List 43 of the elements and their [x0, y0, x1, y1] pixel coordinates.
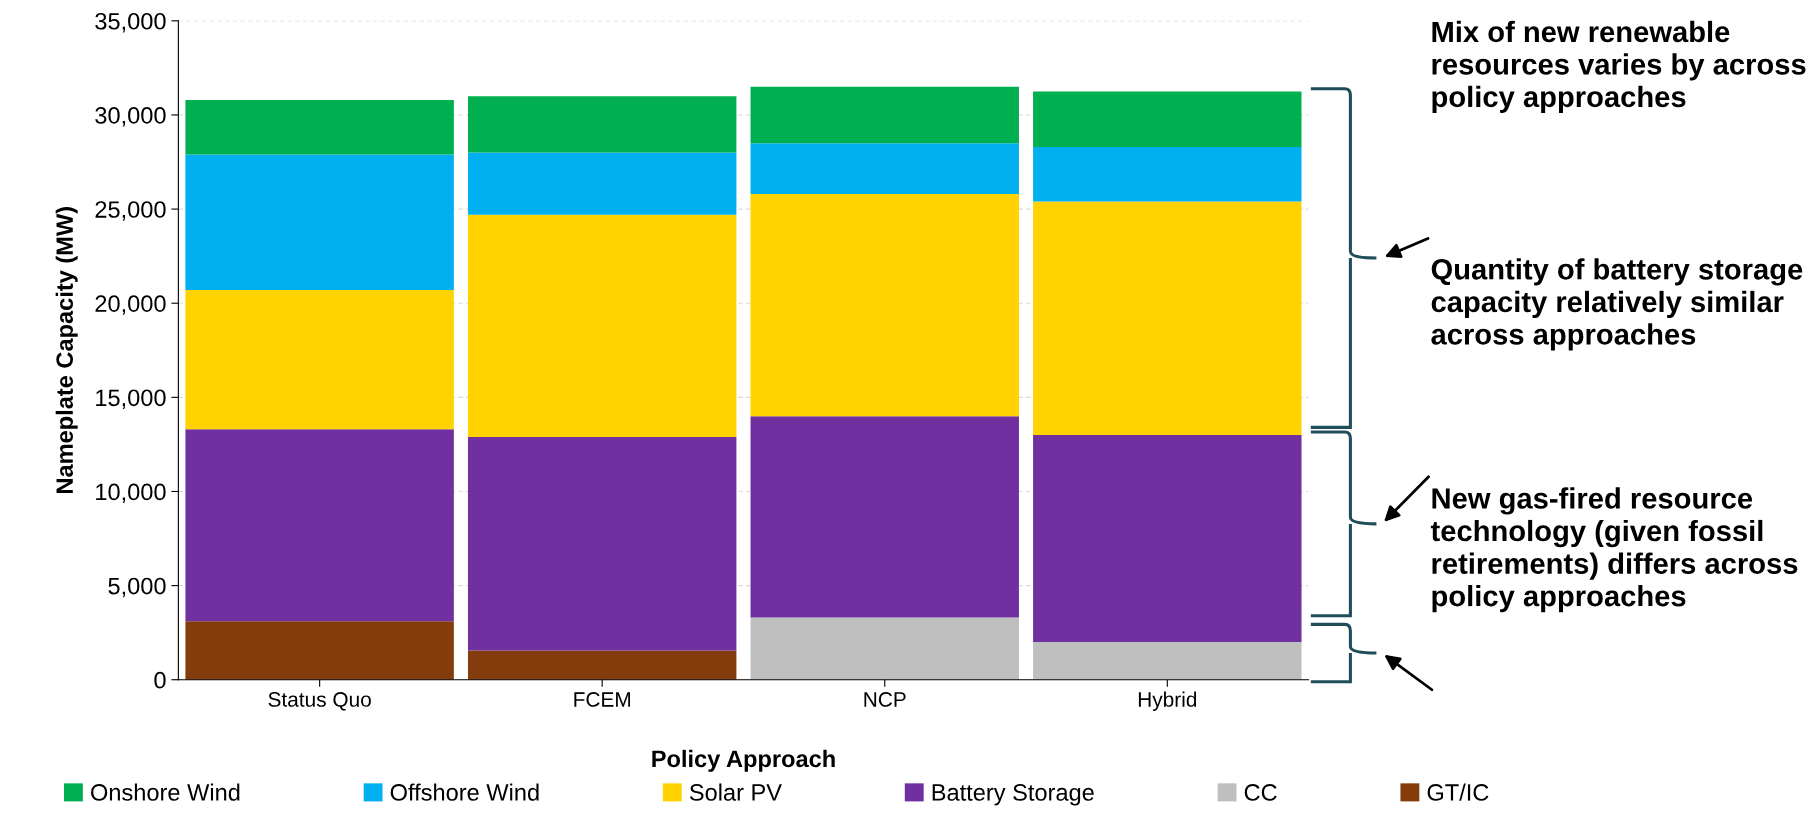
- bar: [1033, 434, 1302, 643]
- y-tick-label: 25,000: [95, 201, 166, 221]
- y-tick-label: 30,000: [95, 107, 166, 127]
- y-tick-label: 5,000: [108, 577, 166, 598]
- legend-label: Solar PV: [689, 783, 782, 801]
- legend-label: GT/IC: [1427, 783, 1489, 801]
- bar: [1033, 91, 1302, 147]
- x-axis-title: Policy Approach: [652, 749, 835, 772]
- bar: [467, 436, 737, 651]
- legend-label: Onshore Wind: [91, 783, 240, 801]
- y-tick-label: 10,000: [96, 483, 166, 504]
- legend-label: Battery Storage: [932, 784, 1094, 806]
- bar: [1033, 642, 1302, 680]
- x-tick-label: NCP: [864, 692, 906, 707]
- x-tick-label: Hybrid: [1138, 691, 1197, 711]
- bar: [750, 86, 1019, 144]
- y-tick-label: 15,000: [96, 389, 166, 409]
- bar: [1033, 146, 1302, 202]
- bar: [467, 650, 737, 680]
- text: Mix of new renewable resources varies by across policy approaches: [1432, 20, 1806, 113]
- bar: [750, 416, 1019, 618]
- bar: [750, 143, 1019, 195]
- y-tick-label: 20,000: [95, 295, 166, 315]
- x-tick-label: FCEM: [574, 692, 630, 707]
- x-tick-label: Status Quo: [268, 692, 371, 711]
- bar: [185, 621, 454, 680]
- bar: [1033, 201, 1302, 435]
- y-tick-label: 0: [154, 671, 166, 689]
- y-axis-title: Nameplate Capacity (MW): [55, 207, 78, 494]
- y-tick-label: 35,000: [95, 12, 166, 33]
- bar: [467, 96, 737, 153]
- bar: [185, 290, 454, 430]
- bar: [185, 154, 454, 291]
- bar: [750, 617, 1019, 680]
- bar: [750, 194, 1019, 417]
- bar: [467, 152, 737, 215]
- bar: [185, 429, 454, 622]
- text: Quantity of battery storage capacity relatively similar across approaches: [1431, 258, 1803, 351]
- legend-label: Offshore Wind: [390, 783, 539, 801]
- legend-label: CC: [1244, 784, 1277, 801]
- bar: [185, 99, 454, 155]
- text: New gas-fired resource technology (given fossil retirements) differs across policy approaches: [1430, 487, 1798, 613]
- bar: [467, 214, 737, 437]
